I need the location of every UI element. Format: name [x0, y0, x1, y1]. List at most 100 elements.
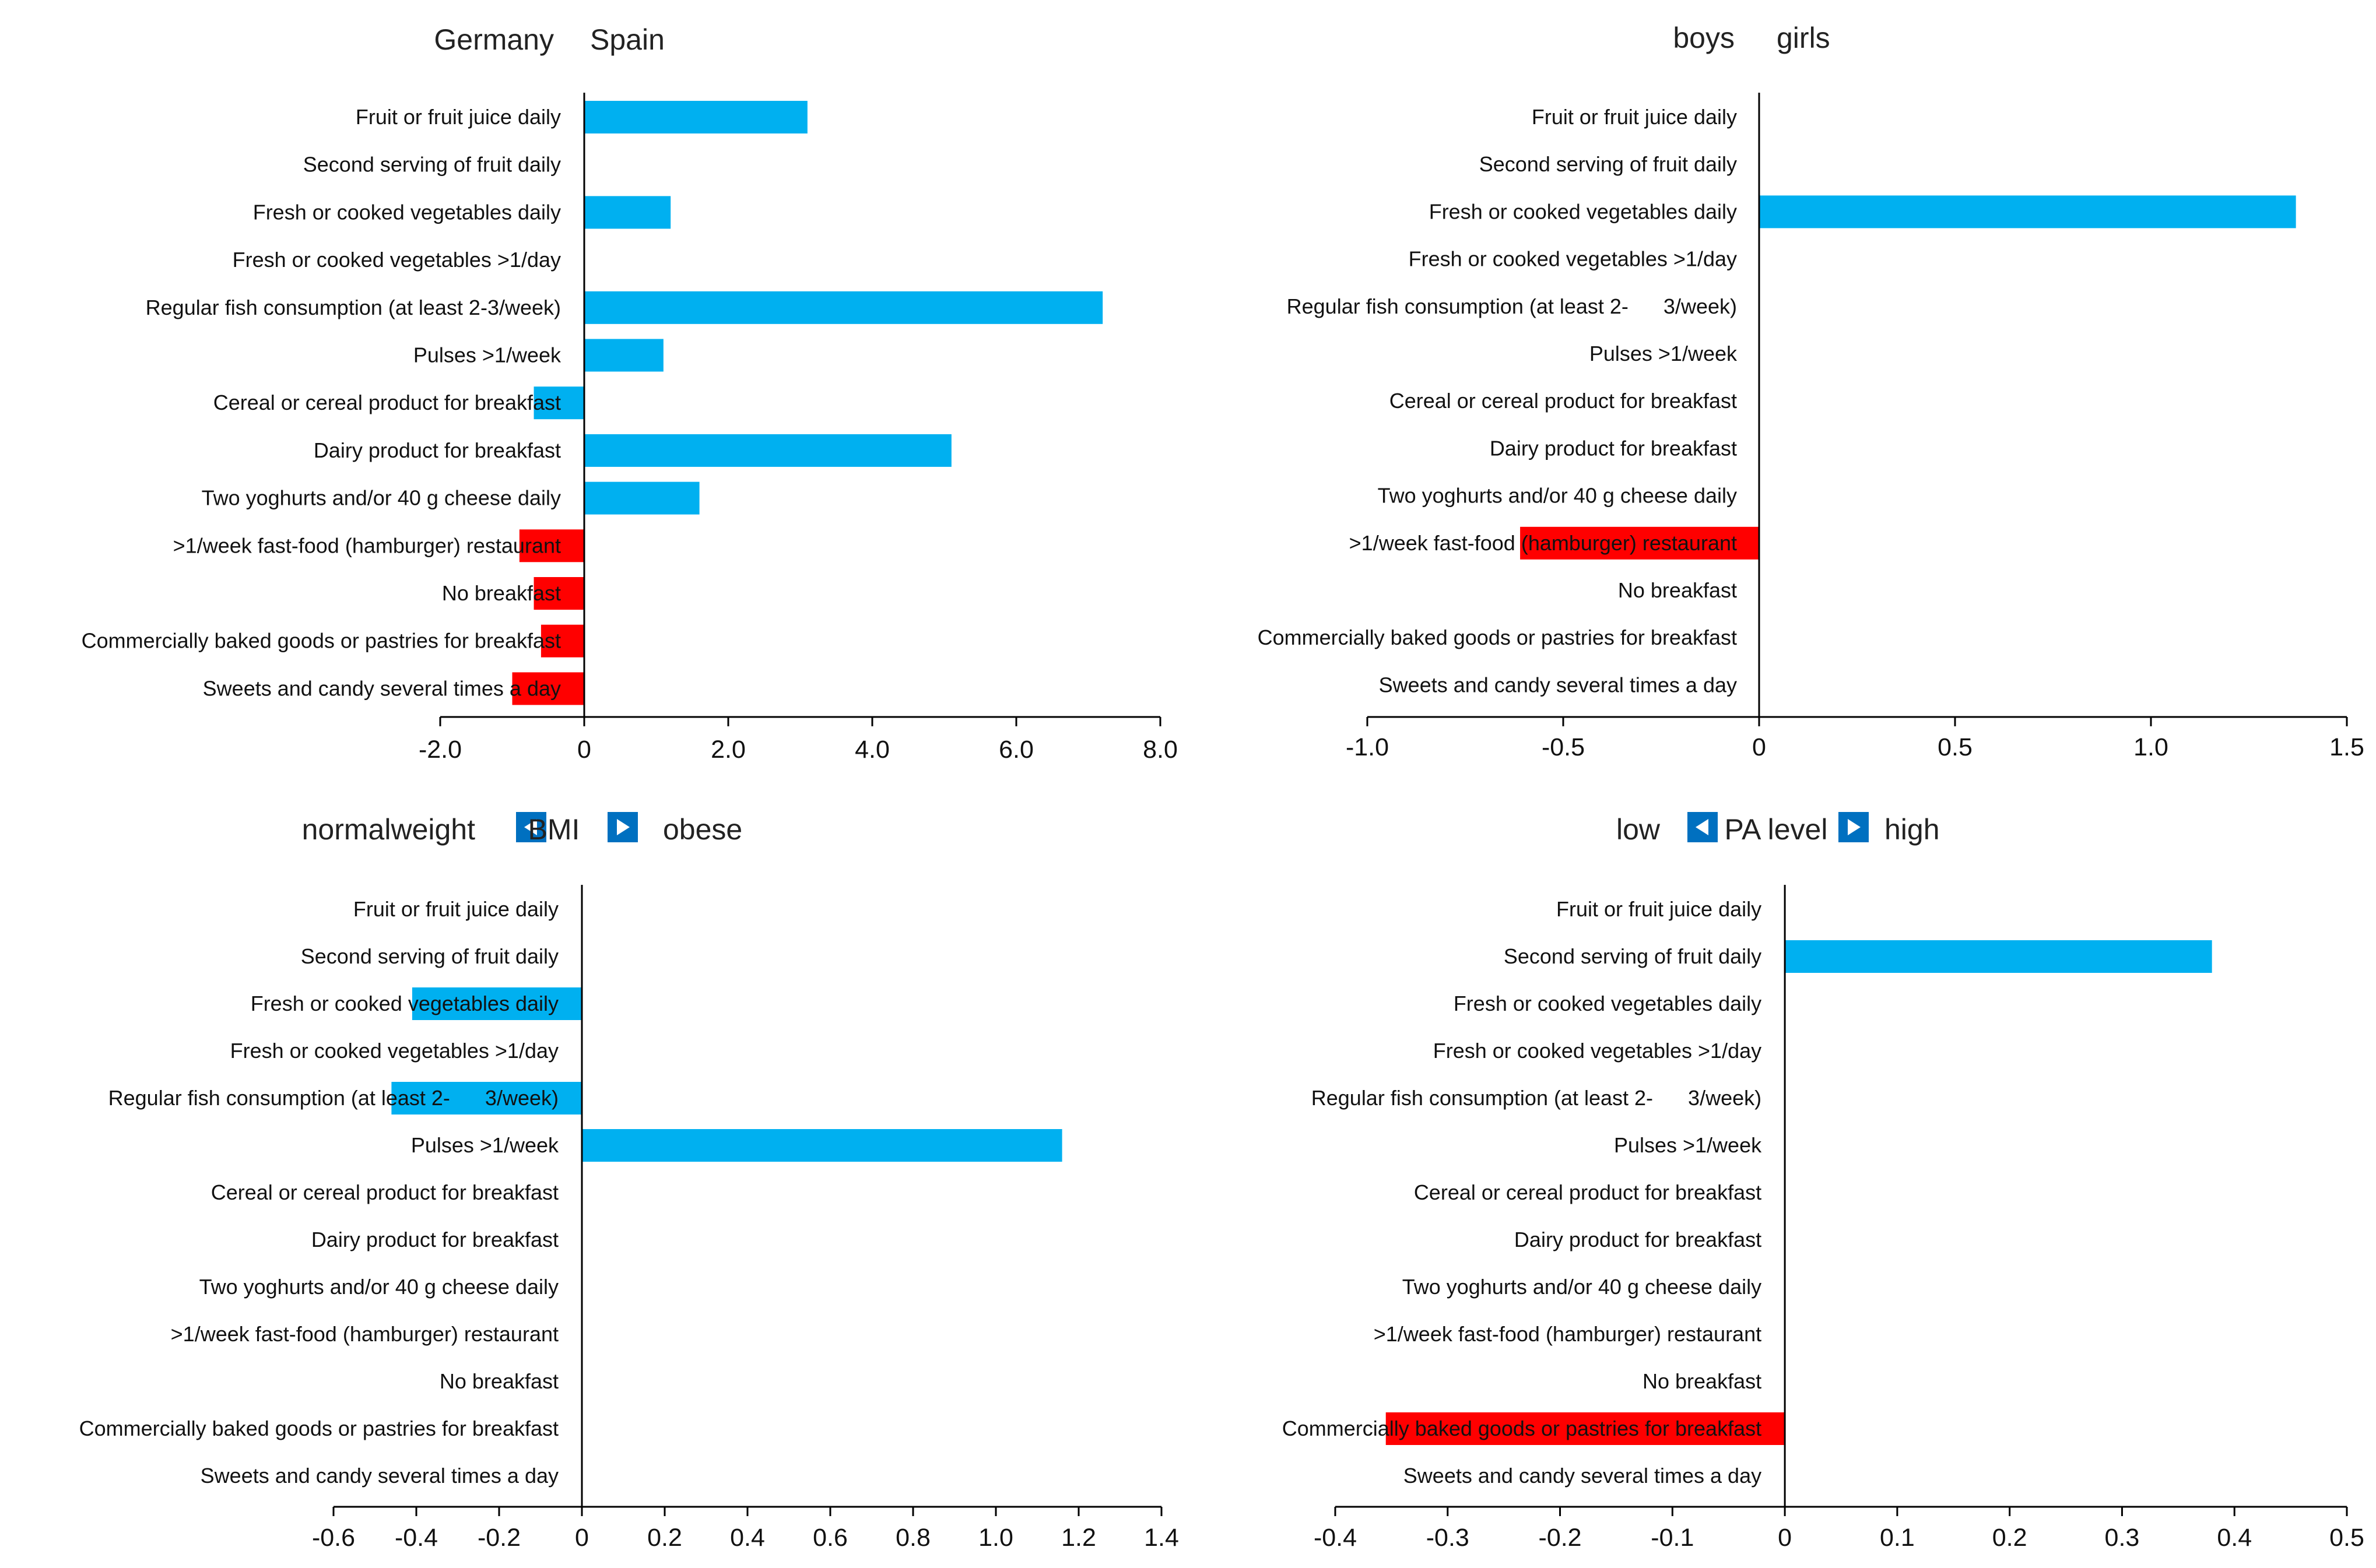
x-tick-label: -0.4	[1314, 1524, 1357, 1552]
x-tick-label: 0.8	[896, 1524, 931, 1552]
x-tick-label: 0.4	[730, 1524, 765, 1552]
chart-panel-boys-girls: boys girls Fruit or fruit juice daily Secon…	[1258, 22, 2364, 761]
category-label: Fresh or cooked vegetables >1/day	[1433, 1039, 1761, 1063]
panel-heading-variable: PA level	[1725, 813, 1828, 846]
x-tick-label: -0.1	[1651, 1524, 1694, 1552]
x-tick-label: 0.2	[647, 1524, 682, 1552]
x-tick-label: 0	[577, 736, 591, 764]
x-tick-label: 1.0	[978, 1524, 1013, 1552]
x-tick-label: 6.0	[999, 736, 1034, 764]
category-label: Sweets and candy several times a day	[201, 1464, 559, 1488]
arrow-left-icon	[516, 812, 546, 842]
arrow-right-icon	[608, 812, 638, 842]
category-label: No breakfast	[440, 1369, 559, 1393]
x-tick-label: -0.3	[1426, 1524, 1469, 1552]
x-tick-label: 0.6	[813, 1524, 848, 1552]
category-label: Two yoghurts and/or 40 g cheese daily	[202, 486, 561, 510]
category-label: Commercially baked goods or pastries for…	[1282, 1416, 1761, 1440]
category-label: >1/week fast-food (hamburger) restaurant	[1349, 531, 1737, 555]
x-tick-label: 1.0	[2133, 733, 2168, 761]
x-tick-label: 0.4	[2217, 1524, 2252, 1552]
panel-heading-left: Germany	[434, 23, 554, 56]
bar-fresh-or-cooked-vegetables-daily	[1759, 195, 2296, 228]
category-label: Dairy product for breakfast	[311, 1228, 559, 1251]
bar-regular-fish-consumption-at-least-2-3-week	[391, 1082, 582, 1115]
panel-heading-left: boys	[1673, 22, 1735, 54]
bar-fruit-or-fruit-juice-daily	[584, 101, 808, 133]
x-tick-label: 1.2	[1061, 1524, 1096, 1552]
panel-heading-left: normalweight	[302, 813, 475, 846]
category-label: Dairy product for breakfast	[314, 438, 561, 462]
x-tick-label: 0.1	[1880, 1524, 1915, 1552]
bar-pulses-1-week	[584, 339, 664, 372]
category-label: Sweets and candy several times a day	[1403, 1464, 1761, 1488]
bar-sweets-and-candy-several-times-a-day	[512, 672, 584, 705]
bar-pulses-1-week	[582, 1129, 1062, 1162]
category-label: Fresh or cooked vegetables daily	[1454, 992, 1761, 1015]
category-label: No breakfast	[1643, 1369, 1761, 1393]
x-tick-label: -1.0	[1346, 733, 1389, 761]
category-label: Dairy product for breakfast	[1490, 436, 1737, 460]
panel-heading-right: Spain	[590, 23, 665, 56]
x-tick-label: 0.2	[1992, 1524, 2027, 1552]
chart-panel-bmi: normalweight obese BMI Fruit or fruit juice…	[79, 812, 1179, 1552]
category-label: Cereal or cereal product for breakfast	[211, 1180, 559, 1204]
x-tick-label: 0.3	[2105, 1524, 2140, 1552]
category-label: Second serving of fruit daily	[1504, 944, 1761, 968]
category-label: Regular fish consumption (at least 2- 3/…	[1287, 294, 1737, 318]
chart-panel-germany-spain: Germany Spain Fruit or fruit juice daily Se…	[82, 23, 1178, 764]
category-label: Regular fish consumption (at least 2- 3/…	[1311, 1086, 1761, 1110]
bar-fresh-or-cooked-vegetables-daily	[584, 196, 671, 229]
category-label: Fresh or cooked vegetables >1/day	[1409, 247, 1737, 271]
category-label: Fresh or cooked vegetables daily	[253, 200, 561, 224]
category-label: Second serving of fruit daily	[303, 153, 561, 177]
category-label: No breakfast	[442, 581, 561, 605]
panel-heading-right: girls	[1777, 22, 1830, 54]
category-label: Two yoghurts and/or 40 g cheese daily	[1402, 1275, 1761, 1299]
category-label: >1/week fast-food (hamburger) restaurant	[1374, 1322, 1761, 1346]
bar-1-week-fast-food-hamburger-restaurant	[519, 529, 584, 562]
x-tick-label: 8.0	[1143, 736, 1178, 764]
x-tick-label: 0	[575, 1524, 589, 1552]
bar-1-week-fast-food-hamburger-restaurant	[1520, 526, 1759, 560]
x-tick-label: 0	[1752, 733, 1766, 761]
category-label: Cereal or cereal product for breakfast	[1389, 389, 1737, 413]
category-label: No breakfast	[1618, 578, 1737, 602]
bar-regular-fish-consumption-at-least-2-3-week	[584, 291, 1103, 324]
bar-commercially-baked-goods-or-pastries-for-breakfast	[1385, 1412, 1785, 1445]
category-label: Second serving of fruit daily	[301, 944, 559, 968]
bar-no-breakfast	[534, 577, 584, 610]
x-tick-label: 0	[1778, 1524, 1792, 1552]
arrow-left-icon	[1687, 812, 1718, 842]
category-label: Two yoghurts and/or 40 g cheese daily	[1378, 484, 1737, 508]
x-tick-label: 2.0	[711, 736, 746, 764]
category-label: Pulses >1/week	[411, 1133, 559, 1157]
category-label: >1/week fast-food (hamburger) restaurant	[173, 533, 561, 557]
category-label: >1/week fast-food (hamburger) restaurant	[171, 1322, 559, 1346]
bar-dairy-product-for-breakfast	[584, 434, 952, 467]
panel-heading-variable: BMI	[528, 813, 580, 846]
chart-panel-pa-level: low high PA level Fruit or fruit juice dail…	[1282, 812, 2364, 1552]
x-tick-label: -0.2	[1539, 1524, 1582, 1552]
x-tick-label: 4.0	[855, 736, 890, 764]
category-label: Regular fish consumption (at least 2- 3/…	[108, 1086, 559, 1110]
arrow-right-icon	[1838, 812, 1869, 842]
category-label: Fruit or fruit juice daily	[356, 105, 561, 129]
category-label: Fruit or fruit juice daily	[1556, 897, 1761, 921]
x-tick-label: -0.2	[478, 1524, 521, 1552]
category-label: Commercially baked goods or pastries for…	[1258, 625, 1737, 649]
category-label: Fruit or fruit juice daily	[1532, 105, 1737, 129]
category-label: Pulses >1/week	[413, 343, 561, 367]
x-tick-label: -0.5	[1542, 733, 1585, 761]
x-tick-label: -0.4	[395, 1524, 438, 1552]
category-label: Two yoghurts and/or 40 g cheese daily	[199, 1275, 559, 1299]
category-label: Cereal or cereal product for breakfast	[1414, 1180, 1761, 1204]
category-label: Fruit or fruit juice daily	[353, 897, 559, 921]
x-tick-label: 1.4	[1144, 1524, 1179, 1552]
category-label: Commercially baked goods or pastries for…	[82, 629, 561, 653]
x-tick-label: 0.5	[2329, 1524, 2364, 1552]
x-tick-label: -0.6	[312, 1524, 355, 1552]
category-label: Fresh or cooked vegetables daily	[1429, 199, 1737, 223]
category-label: Fresh or cooked vegetables >1/day	[230, 1039, 559, 1063]
